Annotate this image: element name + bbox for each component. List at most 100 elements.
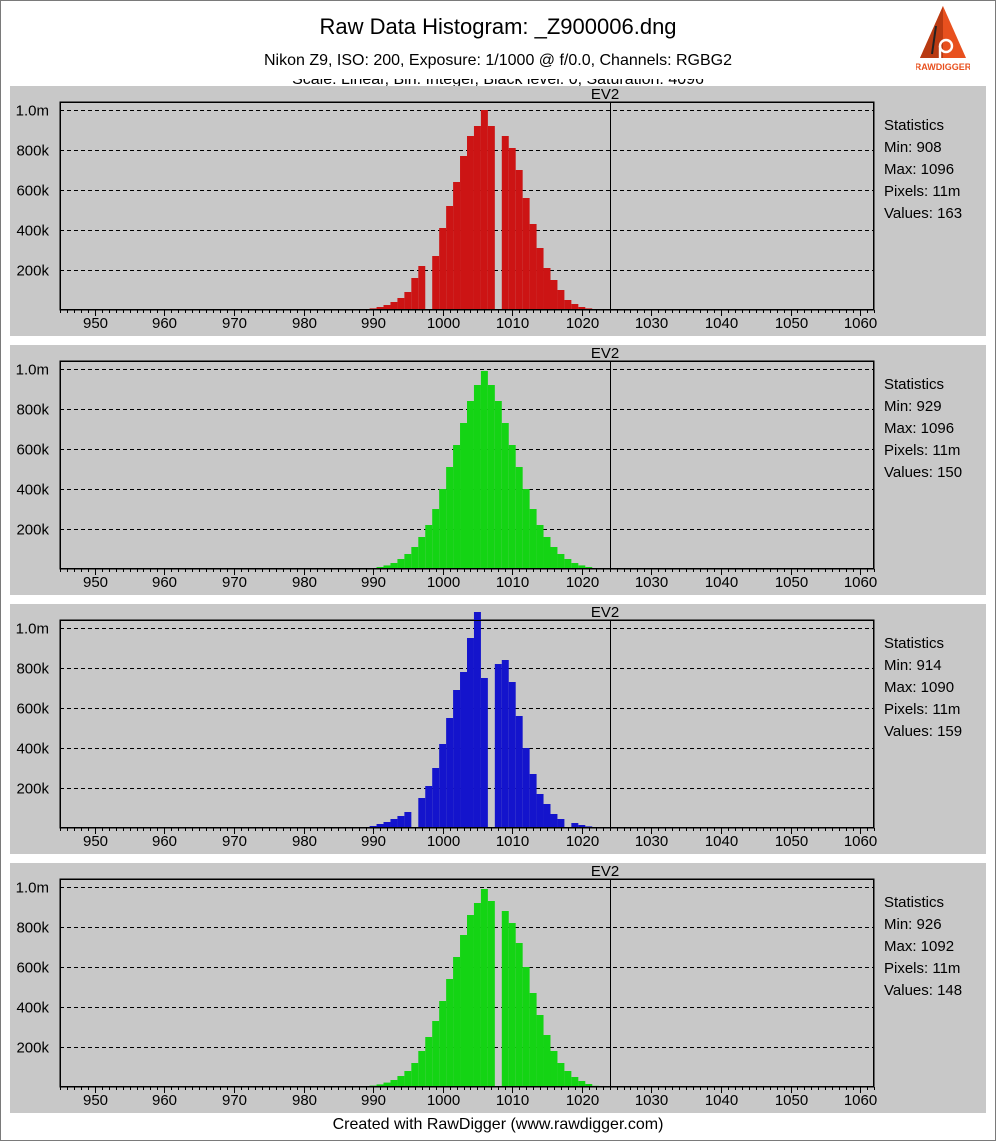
histogram-bar — [453, 690, 461, 828]
histogram-bar — [480, 371, 488, 569]
x-tick-label: 970 — [222, 574, 247, 591]
y-tick-label: 1.0m — [16, 362, 49, 379]
x-tick-label: 950 — [83, 833, 108, 850]
histogram-bar — [578, 825, 586, 828]
x-tick-label: 1000 — [427, 833, 460, 850]
y-tick-label: 600k — [16, 442, 49, 459]
histogram-bar — [550, 814, 558, 828]
histogram-bar — [501, 660, 509, 828]
x-tick-label: 1060 — [844, 1092, 877, 1109]
histogram-bar — [522, 198, 530, 310]
histogram-bar — [467, 915, 474, 1087]
histogram-bar — [397, 816, 405, 828]
histogram-bar — [390, 819, 398, 828]
x-tick-label: 1050 — [775, 574, 808, 591]
y-tick-label: 400k — [16, 1000, 49, 1017]
x-tick-label: 990 — [361, 1092, 386, 1109]
x-tick-label: 1040 — [705, 833, 738, 850]
histogram-bar — [383, 822, 391, 828]
histogram-bar — [446, 206, 454, 310]
x-tick-label: 950 — [83, 315, 108, 332]
histogram-bar — [404, 1071, 412, 1087]
stats-min: Min: 929 — [884, 398, 942, 415]
histogram-bar — [460, 156, 467, 310]
report-subtitle: Nikon Z9, ISO: 200, Exposure: 1/1000 @ f… — [263, 52, 733, 69]
stats-min: Min: 914 — [884, 657, 942, 674]
histogram-bar — [473, 385, 481, 569]
stats-values: Values: 159 — [884, 723, 962, 740]
stats-heading: Statistics — [884, 117, 944, 134]
x-tick-label: 1020 — [566, 1092, 599, 1109]
clipped-info-text: Scale: Linear, Bin: Integer, Black level… — [292, 79, 704, 87]
histogram-bar — [418, 1051, 426, 1087]
histogram-panel-blue: EV2 200k 400k 600k 800k 1.0m 950 960 970 980 990 10… — [10, 604, 986, 854]
histogram-bar — [390, 302, 398, 310]
y-tick-label: 200k — [16, 1040, 49, 1057]
histogram-chart-green: EV2 200k 400k 600k 800k 1.0m 950 960 970 980 990 10… — [16, 345, 962, 591]
histogram-bar — [557, 554, 565, 569]
histogram-bar — [425, 525, 433, 569]
histogram-bar — [473, 612, 481, 828]
x-tick-label: 1030 — [635, 833, 668, 850]
histogram-bar — [529, 224, 537, 310]
y-tick-label: 800k — [16, 920, 49, 937]
plot-border — [60, 879, 874, 1087]
histogram-bar — [383, 565, 391, 569]
histogram-bar — [404, 292, 412, 310]
x-tick-label: 1050 — [775, 315, 808, 332]
x-tick-label: 1020 — [566, 315, 599, 332]
histogram-bar — [501, 423, 509, 569]
x-tick-label: 1060 — [844, 833, 877, 850]
stats-max: Max: 1096 — [884, 161, 954, 178]
histogram-panel-red: EV2 200k 400k 600k 800k 1.0m 950 960 970 980 990 10… — [10, 86, 986, 336]
histogram-bar — [536, 525, 544, 569]
histogram-bar — [404, 812, 412, 828]
y-tick-label: 800k — [16, 661, 49, 678]
y-tick-label: 400k — [16, 223, 49, 240]
stats-pixels: Pixels: 11m — [884, 960, 960, 977]
x-tick-label: 970 — [222, 833, 247, 850]
histogram-bar — [460, 935, 467, 1087]
y-tick-label: 1.0m — [16, 880, 49, 897]
histogram-bar — [529, 993, 537, 1087]
stats-values: Values: 163 — [884, 205, 962, 222]
histogram-bar — [529, 774, 537, 828]
stats-pixels: Pixels: 11m — [884, 183, 960, 200]
histogram-bar — [515, 943, 523, 1087]
histogram-bar — [480, 889, 488, 1087]
x-tick-label: 1010 — [496, 315, 529, 332]
histogram-bar — [390, 1080, 398, 1087]
x-tick-label: 1010 — [496, 833, 529, 850]
histogram-bar — [501, 136, 509, 310]
histogram-bar — [550, 280, 558, 310]
histogram-bar — [418, 537, 426, 569]
histogram-bar — [543, 1035, 551, 1087]
histogram-panel-green: EV2 200k 400k 600k 800k 1.0m 950 960 970 980 990 10… — [10, 345, 986, 595]
panel-title: EV2 — [591, 863, 619, 880]
histogram-bar — [564, 1071, 572, 1087]
histogram-bar — [411, 547, 419, 569]
x-tick-label: 1020 — [566, 574, 599, 591]
plot-border — [60, 361, 874, 569]
histogram-bar — [571, 1077, 579, 1087]
x-tick-label: 1000 — [427, 1092, 460, 1109]
histogram-bar — [390, 563, 398, 569]
histogram-bar — [467, 401, 474, 569]
histogram-bar — [473, 126, 481, 310]
histogram-bar — [411, 278, 419, 310]
x-tick-label: 1030 — [635, 315, 668, 332]
histogram-bar — [508, 682, 516, 828]
histogram-bar — [529, 509, 537, 569]
stats-heading: Statistics — [884, 894, 944, 911]
x-tick-label: 1060 — [844, 315, 877, 332]
histogram-bar — [536, 794, 544, 828]
histogram-bar — [446, 467, 454, 569]
histogram-bar — [397, 559, 405, 569]
histogram-bar — [376, 824, 384, 828]
stats-max: Max: 1096 — [884, 420, 954, 437]
histogram-bar — [467, 136, 474, 310]
stats-heading: Statistics — [884, 635, 944, 652]
rawdigger-logo: RAWDIGGER — [916, 6, 970, 72]
x-tick-label: 1010 — [496, 1092, 529, 1109]
y-tick-label: 400k — [16, 482, 49, 499]
